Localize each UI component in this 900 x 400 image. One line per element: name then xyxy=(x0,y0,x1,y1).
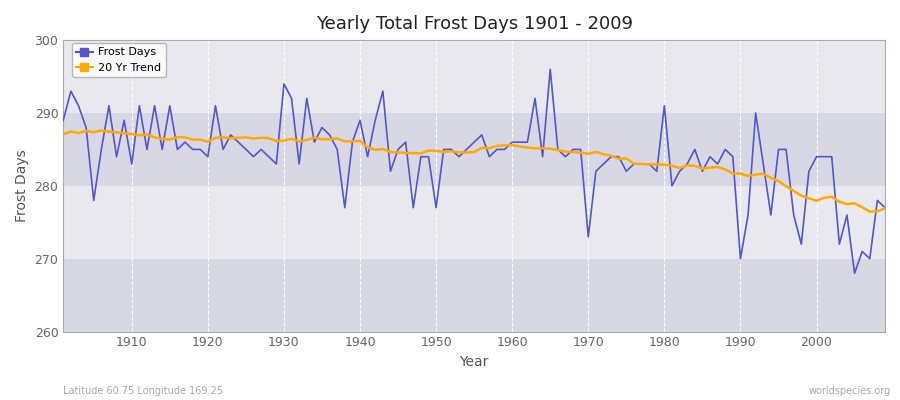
Frost Days xyxy=(879,205,890,210)
Frost Days xyxy=(606,154,616,159)
Text: worldspecies.org: worldspecies.org xyxy=(809,386,891,396)
Y-axis label: Frost Days: Frost Days xyxy=(15,150,29,222)
20 Yr Trend xyxy=(339,139,350,144)
Frost Days xyxy=(119,118,130,123)
20 Yr Trend xyxy=(507,143,517,148)
Frost Days xyxy=(58,118,68,123)
Title: Yearly Total Frost Days 1901 - 2009: Yearly Total Frost Days 1901 - 2009 xyxy=(316,15,633,33)
Frost Days xyxy=(507,140,517,144)
20 Yr Trend xyxy=(879,206,890,211)
Frost Days xyxy=(332,147,343,152)
Frost Days xyxy=(544,67,555,72)
Line: 20 Yr Trend: 20 Yr Trend xyxy=(63,130,885,212)
20 Yr Trend xyxy=(126,132,137,136)
20 Yr Trend xyxy=(606,153,616,158)
Bar xyxy=(63,259,885,332)
20 Yr Trend xyxy=(864,209,875,214)
Legend: Frost Days, 20 Yr Trend: Frost Days, 20 Yr Trend xyxy=(71,43,166,78)
20 Yr Trend xyxy=(96,128,107,133)
Frost Days xyxy=(286,96,297,101)
20 Yr Trend xyxy=(515,144,526,149)
Bar xyxy=(63,40,885,113)
Bar xyxy=(63,113,885,186)
20 Yr Trend xyxy=(58,132,68,136)
Frost Days xyxy=(500,147,510,152)
Bar xyxy=(63,186,885,259)
Line: Frost Days: Frost Days xyxy=(63,69,885,273)
Frost Days xyxy=(850,271,860,276)
Text: Latitude 60.75 Longitude 169.25: Latitude 60.75 Longitude 169.25 xyxy=(63,386,223,396)
X-axis label: Year: Year xyxy=(460,355,489,369)
20 Yr Trend xyxy=(293,139,304,144)
